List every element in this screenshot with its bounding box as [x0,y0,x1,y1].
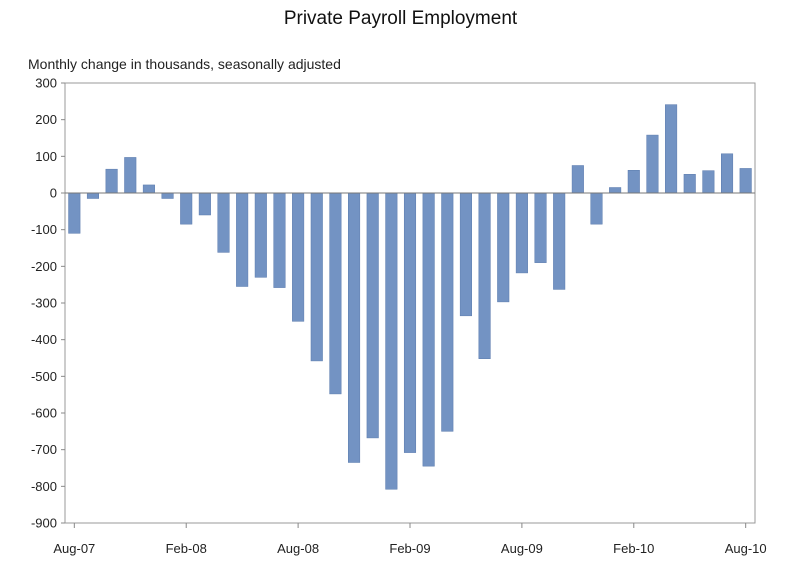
bar-Oct-07 [105,168,118,194]
x-tick-label: Aug-10 [725,541,767,556]
bar-Oct-08 [329,192,342,395]
y-tick-label: -900 [31,516,57,531]
bar-Jul-10 [721,153,734,194]
chart-title: Private Payroll Employment [283,8,518,29]
bar-Dec-09 [590,192,603,225]
bar-Sep-07 [86,192,100,199]
bar-Jan-10 [609,187,622,194]
bar-Jul-08 [273,192,286,288]
x-axis: Aug-07 Feb-08 Aug-08 Feb-09 Aug-09 Feb-10 Aug-… [53,523,767,556]
bar-Feb-09 [403,192,417,453]
bar-Jun-08 [254,192,267,278]
bar-Oct-09 [553,192,566,290]
bar-Apr-09 [441,192,454,432]
y-tick-label: -200 [31,259,57,274]
bar-Dec-08 [366,192,379,439]
x-tick-label: Aug-07 [53,541,95,556]
bar-Apr-08 [217,192,230,253]
bar-Aug-08 [292,192,305,322]
bar-Nov-07 [124,157,137,194]
bar-May-08 [236,192,249,287]
bar-Feb-10 [627,170,640,194]
bar-Jun-09 [478,192,491,359]
y-tick-label: -500 [31,369,57,384]
x-tick-label: Feb-08 [166,541,207,556]
y-tick-label: -300 [31,296,57,311]
bar-Aug-10 [739,168,752,194]
y-tick-label: 300 [35,76,57,91]
y-tick-label: -800 [31,479,57,494]
y-tick-label: -700 [31,442,57,457]
y-tick-label: 100 [35,149,57,164]
bar-Jan-09 [385,192,398,490]
bar-Apr-10 [665,104,678,194]
bar-Nov-09 [571,165,584,194]
bar-Jun-10 [702,170,715,194]
bar-Aug-09 [515,192,528,274]
bar-Feb-08 [180,192,193,225]
bar-Mar-08 [198,192,211,216]
y-tick-label: -100 [31,222,57,237]
bar-Sep-09 [534,192,547,263]
bar-May-09 [459,192,472,317]
bar-May-10 [683,174,696,194]
y-tick-label: 0 [50,186,57,201]
x-tick-label: Feb-10 [613,541,654,556]
x-tick-label: Aug-08 [277,541,319,556]
x-tick-label: Feb-09 [389,541,430,556]
chart-subtitle: Monthly change in thousands, seasonally … [28,56,341,72]
bar-Dec-07 [142,184,155,194]
bar-Nov-08 [348,192,361,463]
bar-Aug-07 [68,192,81,234]
x-tick-label: Aug-09 [501,541,543,556]
y-axis: 300 200 100 0 -100 -200 -300 -400 -500 -600 -700 -8… [31,76,65,531]
y-tick-label: 200 [35,112,57,127]
bar-Mar-09 [422,192,435,467]
y-tick-label: -600 [31,406,57,421]
bar-series [68,104,752,490]
bar-Jul-09 [497,192,510,303]
bar-Jan-08 [161,192,174,199]
bar-Sep-08 [310,192,323,362]
y-tick-label: -400 [31,332,57,347]
bar-Mar-10 [646,134,659,194]
